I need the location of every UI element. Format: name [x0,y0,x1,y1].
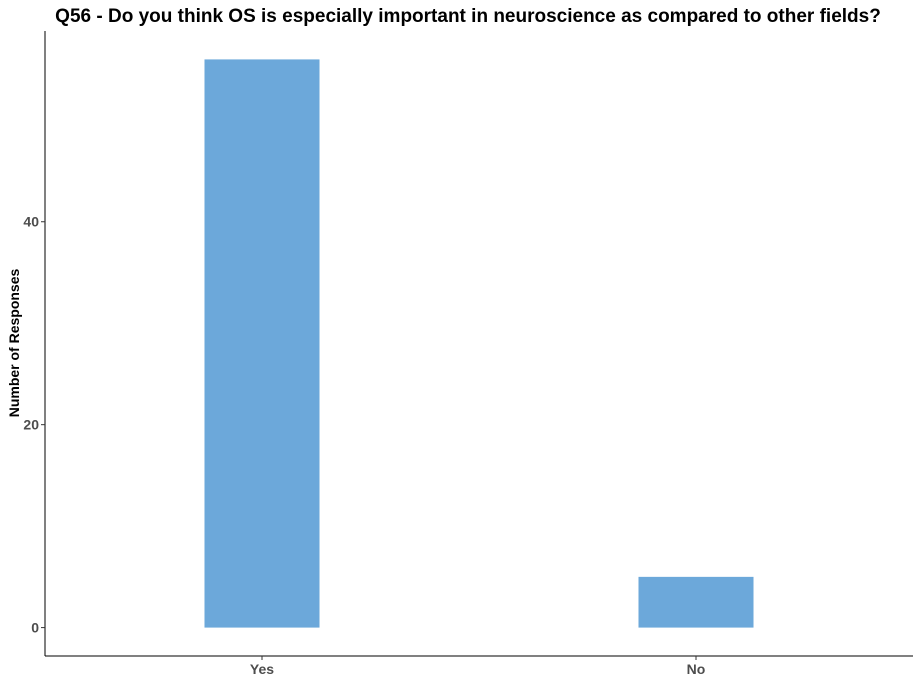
y-axis-label: Number of Responses [6,268,22,417]
x-tick-label-no: No [687,661,706,677]
bar-yes [204,59,320,628]
plot-area: 0 20 40 Yes No [23,31,913,677]
y-tick-label-20: 20 [23,417,39,433]
bar-no [638,576,754,628]
chart-title: Q56 - Do you think OS is especially impo… [55,6,881,27]
x-tick-label-yes: Yes [250,661,274,677]
y-tick-label-0: 0 [31,620,39,636]
y-tick-label-40: 40 [23,214,39,230]
